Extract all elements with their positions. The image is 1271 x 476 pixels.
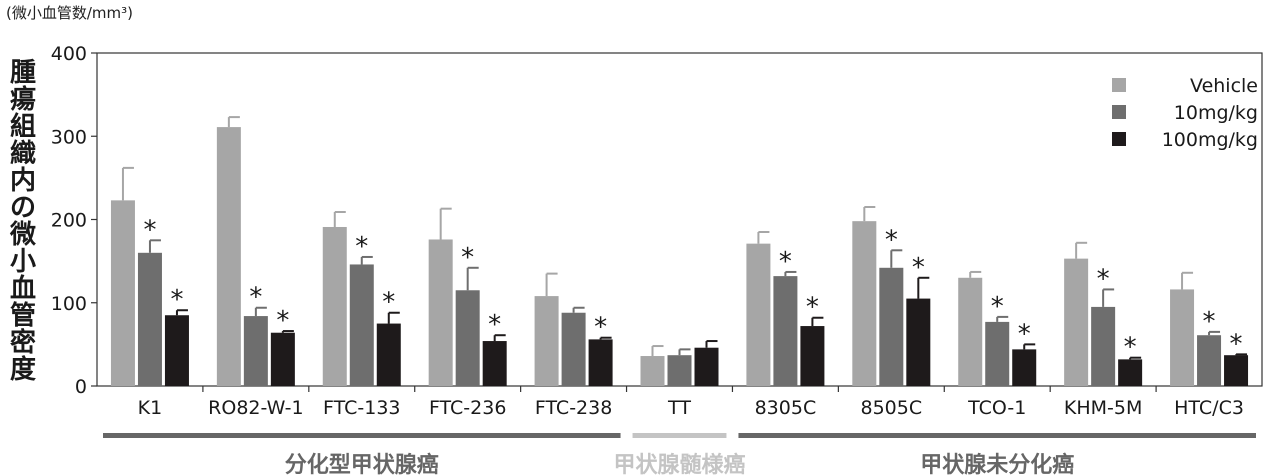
group-bar	[103, 433, 621, 438]
significance-star: *	[488, 310, 501, 340]
y-unit-label: (微小血管数/mm³)	[6, 4, 133, 22]
x-tick-label: FTC-238	[535, 397, 612, 419]
bar	[482, 341, 507, 386]
legend-swatch	[1112, 105, 1126, 119]
bar	[534, 296, 559, 386]
x-tick-label: K1	[138, 397, 163, 419]
bar	[588, 339, 613, 386]
bar	[773, 276, 798, 386]
x-tick-label: FTC-236	[429, 397, 506, 419]
x-tick-label: FTC-133	[323, 397, 400, 419]
bar	[164, 315, 189, 386]
y-tick-label: 100	[51, 293, 87, 315]
x-tick-label: 8305C	[755, 397, 817, 419]
significance-star: *	[594, 313, 607, 343]
significance-star: *	[912, 253, 925, 283]
x-tick-label: 8505C	[861, 397, 923, 419]
x-tick-label: HTC/C3	[1174, 397, 1244, 419]
bar	[694, 347, 719, 386]
x-tick-label: TCO-1	[967, 397, 1026, 419]
significance-star: *	[461, 243, 474, 273]
bar	[243, 316, 268, 386]
y-axis-title: 腫瘍組織内の微小血管密度	[9, 58, 36, 385]
significance-star: *	[991, 292, 1004, 322]
significance-star: *	[143, 215, 156, 245]
bar	[376, 323, 401, 386]
y-tick-label: 300	[51, 126, 87, 148]
legend-label: 100mg/kg	[1162, 129, 1258, 151]
chart-bars: * * * * * * * * * * * * * * * * * * *	[110, 116, 1249, 386]
significance-star: *	[1018, 319, 1031, 349]
y-tick-label: 200	[51, 210, 87, 232]
significance-star: *	[382, 288, 395, 318]
chart-legend: Vehicle 10mg/kg 100mg/kg	[1112, 75, 1258, 151]
bar	[322, 226, 347, 386]
bar	[640, 356, 665, 386]
bar	[1224, 355, 1249, 386]
group-label: 甲状腺未分化癌	[920, 452, 1074, 476]
significance-star: *	[1230, 329, 1243, 359]
significance-star: *	[806, 293, 819, 323]
bar	[958, 277, 983, 386]
bar	[349, 264, 374, 386]
legend-label: 10mg/kg	[1174, 102, 1258, 124]
bar	[1091, 306, 1116, 386]
bar	[270, 332, 295, 386]
x-tick-label: RO82-W-1	[208, 397, 303, 419]
bar	[746, 243, 771, 386]
y-tick-label: 0	[75, 376, 87, 398]
bar	[1064, 258, 1089, 386]
bar	[906, 298, 931, 386]
bar	[561, 312, 586, 386]
significance-star: *	[355, 232, 368, 262]
category-groups: 分化型甲状腺癌 甲状腺髄様癌 甲状腺未分化癌	[103, 433, 1256, 476]
significance-star: *	[1097, 264, 1110, 294]
group-bar	[738, 433, 1256, 438]
bar	[800, 326, 825, 386]
significance-star: *	[249, 283, 262, 313]
bar	[667, 355, 692, 386]
legend-label: Vehicle	[1190, 75, 1258, 97]
significance-star: *	[1124, 333, 1137, 363]
legend-swatch	[1112, 132, 1126, 146]
x-tick-label: KHM-5M	[1064, 397, 1142, 419]
significance-star: *	[170, 285, 183, 315]
bar	[852, 221, 877, 386]
group-bar	[632, 433, 727, 438]
bar	[1170, 289, 1195, 386]
bar	[455, 290, 480, 386]
bar	[110, 200, 135, 386]
bar	[428, 239, 453, 386]
x-tick-label: TT	[667, 397, 691, 419]
bar	[1118, 359, 1143, 386]
significance-star: *	[1203, 307, 1216, 337]
group-label: 甲状腺髄様癌	[613, 452, 745, 476]
bar	[137, 252, 162, 386]
bar	[1012, 349, 1037, 386]
significance-star: *	[885, 225, 898, 255]
y-tick-label: 400	[51, 43, 87, 65]
bar	[985, 321, 1010, 386]
bar	[879, 267, 904, 386]
significance-star: *	[276, 306, 289, 336]
legend-swatch	[1112, 78, 1126, 92]
bar	[216, 127, 241, 386]
significance-star: *	[779, 247, 792, 277]
bar	[1197, 335, 1222, 386]
group-label: 分化型甲状腺癌	[285, 452, 439, 476]
